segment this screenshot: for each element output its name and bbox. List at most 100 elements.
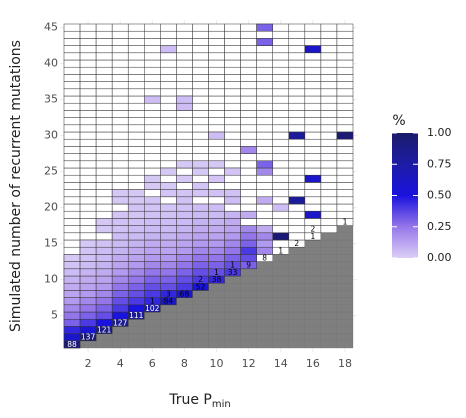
heat-cell (95, 311, 113, 320)
heat-cell (111, 246, 129, 255)
empty-cell (320, 189, 338, 198)
empty-cell (208, 88, 225, 97)
empty-cell (304, 66, 322, 75)
impossible-cell (304, 254, 322, 262)
empty-cell (127, 153, 145, 162)
heat-cell (160, 210, 177, 219)
impossible-cell (256, 297, 273, 305)
heat-cell (127, 239, 145, 248)
empty-cell (127, 102, 145, 111)
empty-cell (192, 110, 209, 118)
impossible-cell (256, 326, 273, 334)
impossible-cell (208, 290, 225, 298)
heat-cell (256, 160, 273, 169)
empty-cell (95, 196, 113, 205)
heat-cell (160, 203, 177, 212)
empty-cell (111, 138, 129, 147)
heat-cell (63, 290, 81, 298)
empty-cell (320, 167, 338, 176)
empty-cell (336, 203, 354, 212)
empty-cell (160, 38, 177, 46)
cell-count-label: 8 (262, 254, 267, 263)
empty-cell (288, 117, 306, 126)
heat-cell (144, 225, 161, 234)
impossible-cell (256, 275, 273, 284)
empty-cell (256, 189, 273, 198)
empty-cell (336, 66, 354, 75)
empty-cell (127, 160, 145, 169)
heat-cell (160, 45, 177, 54)
heat-cell (336, 131, 354, 140)
empty-cell (208, 153, 225, 162)
impossible-cell (272, 283, 289, 291)
x-tick-label: 10 (210, 357, 224, 370)
heat-cell (144, 95, 161, 104)
empty-cell (95, 102, 113, 111)
heat-cell (208, 210, 225, 219)
empty-cell (272, 110, 290, 118)
empty-cell (336, 81, 354, 90)
empty-cell (160, 30, 177, 39)
heat-cell (176, 210, 193, 219)
empty-cell (95, 74, 113, 82)
heat-cell (111, 189, 129, 198)
heat-cell (176, 218, 193, 226)
heat-cell (111, 254, 129, 262)
empty-cell (336, 102, 354, 111)
empty-cell (336, 23, 354, 32)
empty-cell (224, 81, 241, 90)
cell-count-label: 2 (198, 275, 203, 284)
empty-cell (224, 160, 241, 169)
empty-cell (304, 203, 322, 212)
empty-cell (320, 38, 338, 46)
impossible-cell (288, 290, 305, 298)
impossible-cell (304, 261, 322, 269)
empty-cell (144, 74, 161, 82)
heat-cell (192, 225, 209, 234)
heat-cell (192, 189, 209, 198)
impossible-cell (288, 304, 305, 313)
impossible-cell (176, 304, 193, 313)
heat-cell (111, 297, 129, 306)
impossible-cell (336, 254, 354, 262)
empty-cell (176, 124, 193, 133)
empty-cell (160, 196, 177, 205)
empty-cell (111, 52, 129, 61)
heat-cell (111, 304, 129, 313)
empty-cell (256, 146, 273, 154)
heat-cell (144, 239, 161, 248)
cell-count-label: 38 (212, 275, 222, 284)
impossible-cell (256, 268, 273, 277)
empty-cell (256, 45, 273, 54)
empty-cell (144, 81, 161, 90)
impossible-cell (320, 247, 338, 255)
heat-cell (111, 282, 129, 291)
empty-cell (95, 110, 113, 118)
impossible-cell (224, 319, 241, 327)
empty-cell (304, 81, 322, 90)
empty-cell (256, 52, 273, 61)
empty-cell (256, 182, 273, 190)
impossible-cell (336, 326, 354, 334)
impossible-cell (320, 283, 338, 291)
heat-cell (127, 210, 145, 219)
impossible-cell (320, 268, 338, 277)
impossible-cell (192, 333, 209, 341)
empty-cell (176, 182, 193, 190)
empty-cell (208, 167, 225, 176)
impossible-cell (112, 340, 129, 349)
heat-cell (95, 304, 113, 313)
empty-cell (79, 74, 97, 82)
empty-cell (63, 174, 81, 183)
heat-cell (144, 203, 161, 212)
y-tick-label: 20 (44, 201, 58, 214)
cell-count-label: 1 (343, 218, 348, 227)
y-tick-label: 35 (44, 93, 58, 106)
empty-cell (224, 138, 241, 147)
empty-cell (272, 74, 290, 82)
empty-cell (95, 160, 113, 169)
empty-cell (240, 74, 257, 82)
empty-cell (160, 117, 177, 126)
empty-cell (63, 117, 81, 126)
impossible-cell (208, 326, 225, 334)
